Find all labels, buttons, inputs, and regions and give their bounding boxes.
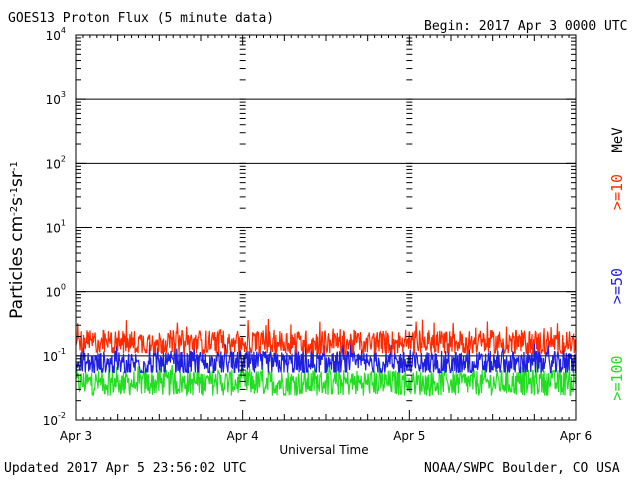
axis-tick-labels: Apr 3 Apr 4 Apr 5 Apr 6 104 103 102 101 100 10-1 1… xyxy=(43,26,592,443)
x-tick-label: Apr 3 xyxy=(60,429,92,443)
y-tick-label: 10-2 xyxy=(43,411,66,428)
credit-text: NOAA/SWPC Boulder, CO USA xyxy=(424,461,620,476)
y-tick-label: 102 xyxy=(46,154,66,171)
updated-timestamp: Updated 2017 Apr 5 23:56:02 UTC xyxy=(4,461,247,476)
y-tick-label: 103 xyxy=(46,90,66,107)
x-tick-label: Apr 4 xyxy=(227,429,259,443)
plot-area xyxy=(75,34,577,421)
chart-title: GOES13 Proton Flux (5 minute data) xyxy=(8,11,274,26)
legend-ge10: >=10 xyxy=(608,174,626,210)
y-tick-label: 100 xyxy=(46,283,66,300)
legend-unit: MeV xyxy=(610,127,626,153)
begin-time: Begin: 2017 Apr 3 0000 UTC xyxy=(424,19,628,34)
y-tick-label: 104 xyxy=(46,26,66,43)
x-axis-label: Universal Time xyxy=(279,443,368,457)
y-tick-label: 10-1 xyxy=(43,347,66,364)
legend-ge100: >=100 xyxy=(608,355,626,400)
x-tick-label: Apr 5 xyxy=(393,429,425,443)
legend: MeV >=10 >=50 >=100 xyxy=(608,127,626,401)
y-axis-label: Particles cm-2s-1sr-1 xyxy=(7,161,27,319)
series-line->=10 xyxy=(75,318,577,356)
series-line->=50 xyxy=(75,339,576,374)
y-tick-label: 101 xyxy=(46,219,66,236)
series-line->=100 xyxy=(75,361,577,397)
legend-ge50: >=50 xyxy=(608,268,626,304)
x-tick-label: Apr 6 xyxy=(560,429,592,443)
axis-ticks xyxy=(75,34,577,421)
